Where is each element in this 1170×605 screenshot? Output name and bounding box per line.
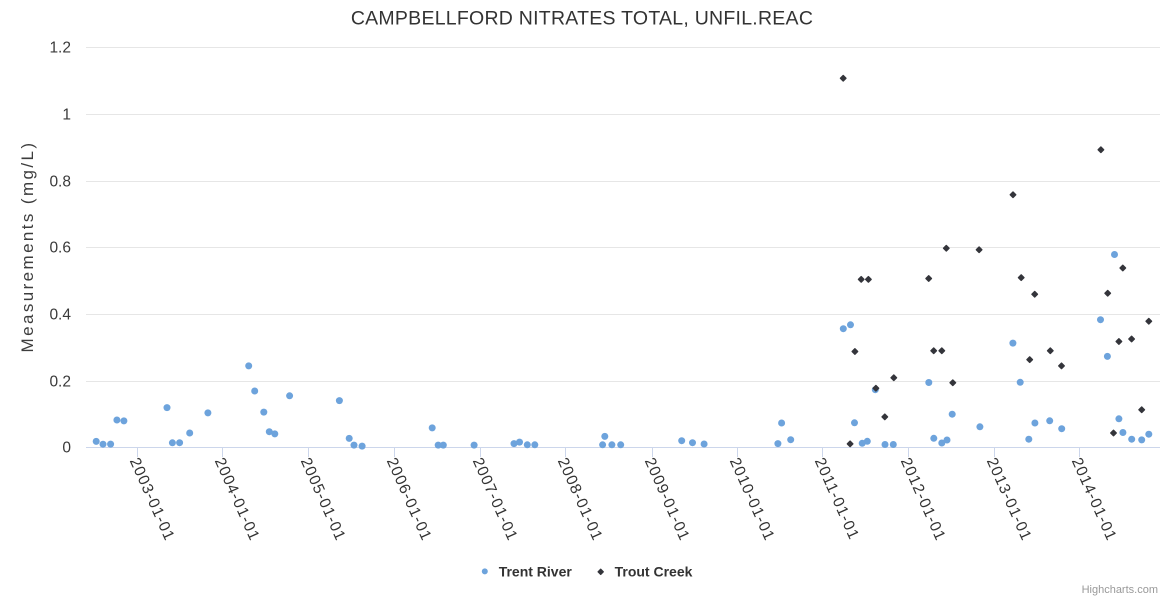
svg-text:0.2: 0.2: [49, 373, 71, 390]
svg-text:Measurements (mg/L): Measurements (mg/L): [18, 141, 37, 353]
svg-text:0.6: 0.6: [49, 239, 71, 256]
svg-text:Trout Creek: Trout Creek: [615, 564, 693, 580]
svg-text:0.8: 0.8: [49, 173, 71, 190]
svg-text:CAMPBELLFORD NITRATES TOTAL, U: CAMPBELLFORD NITRATES TOTAL, UNFIL.REAC: [351, 8, 813, 30]
svg-text:1.2: 1.2: [49, 39, 71, 56]
svg-text:Trent River: Trent River: [499, 564, 573, 580]
svg-text:0.4: 0.4: [49, 306, 71, 323]
svg-text:Highcharts.com: Highcharts.com: [1082, 584, 1158, 596]
svg-text:1: 1: [62, 106, 71, 123]
svg-text:0: 0: [62, 439, 71, 456]
